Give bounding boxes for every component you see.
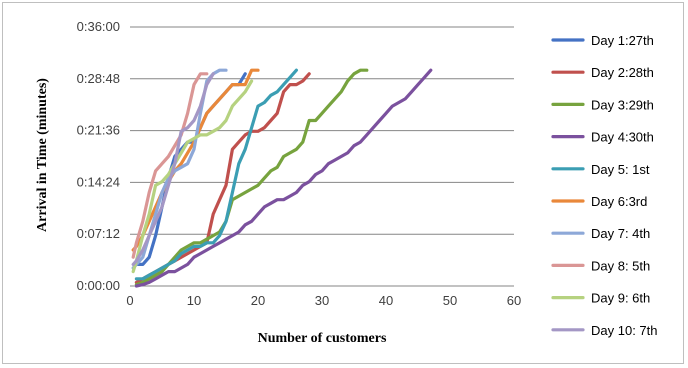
x-axis-title: Number of customers <box>258 331 387 346</box>
series-line <box>131 72 215 266</box>
series-lines <box>131 68 433 288</box>
series-line <box>134 68 433 288</box>
y-tick-label: 0:36:00 <box>77 19 120 34</box>
series-line <box>134 68 298 281</box>
series-line <box>134 68 369 287</box>
legend-label: Day 9: 6th <box>591 291 650 306</box>
y-tick-label: 0:14:24 <box>77 174 120 189</box>
legend: Day 1:27th Day 2:28th Day 3:29th Day 4:30th… <box>551 33 658 338</box>
legend-label: Day 2:28th <box>591 65 654 80</box>
legend-label: Day 6:3rd <box>591 194 647 209</box>
y-tick-labels: 0:00:00 0:07:12 0:14:24 0:21:36 0:28:48 0:36:… <box>77 19 120 293</box>
legend-label: Day 3:29th <box>591 97 654 112</box>
series-line <box>134 72 311 284</box>
gridlines <box>130 26 514 235</box>
y-tick-label: 0:28:48 <box>77 71 120 86</box>
y-axis-title: Arrival in Time (minutes) <box>35 78 50 232</box>
series-line <box>131 72 209 259</box>
legend-label: Day 10: 7th <box>591 323 658 338</box>
x-tick-label: 0 <box>126 293 133 308</box>
x-tick-label: 50 <box>443 293 457 308</box>
x-tick-label: 40 <box>379 293 393 308</box>
x-tick-labels: 0 10 20 30 40 50 60 <box>126 293 521 308</box>
legend-label: Day 5: 1st <box>591 162 650 177</box>
y-tick-label: 0:00:00 <box>77 278 120 293</box>
x-tick-label: 20 <box>251 293 265 308</box>
x-tick-label: 10 <box>187 293 201 308</box>
y-tick-label: 0:07:12 <box>77 226 120 241</box>
x-tick-label: 60 <box>507 293 521 308</box>
legend-label: Day 7: 4th <box>591 226 650 241</box>
series-line <box>131 79 254 274</box>
legend-label: Day 4:30th <box>591 130 654 145</box>
chart-frame <box>2 2 684 364</box>
y-tick-label: 0:21:36 <box>77 123 120 138</box>
x-tick-label: 30 <box>315 293 329 308</box>
legend-label: Day 8: 5th <box>591 258 650 273</box>
legend-label: Day 1:27th <box>591 33 654 48</box>
